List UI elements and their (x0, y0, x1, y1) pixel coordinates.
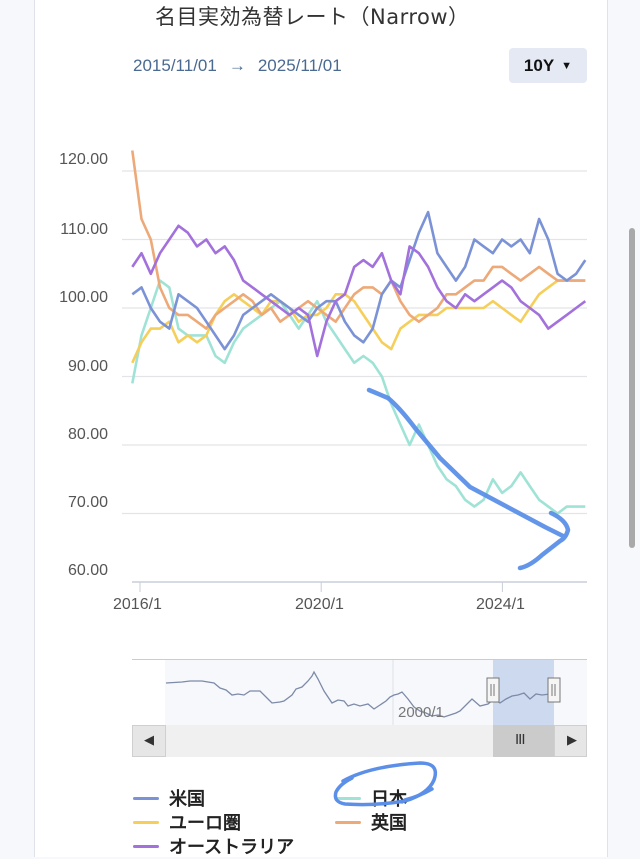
annotation-arrow (366, 387, 571, 571)
period-label: 10Y (523, 55, 555, 75)
legend-swatch-uk (335, 820, 361, 824)
legend-item-us[interactable]: 米国 (133, 785, 205, 811)
series-line-uk (131, 150, 586, 330)
series-line-eu (131, 279, 586, 364)
range-start[interactable]: 2015/11/01 (133, 56, 217, 75)
period-selector-button[interactable]: 10Y ▼ (509, 48, 587, 83)
legend-label: ユーロ圏 (169, 813, 241, 834)
legend-label: オーストラリア (169, 837, 295, 858)
legend-label: 英国 (371, 813, 407, 834)
navigator-chart: 2000/1 (132, 659, 587, 757)
y-tick-label: 90.00 (67, 358, 108, 375)
navigator-left-handle[interactable] (486, 677, 500, 703)
series-line-au (131, 224, 587, 358)
x-tick-label: 2020/1 (295, 596, 344, 613)
legend-item-jp[interactable]: 日本 (335, 785, 407, 811)
y-tick-label: 120.00 (59, 151, 108, 168)
scroll-left-arrow-icon[interactable]: ◀ (144, 732, 154, 747)
date-range: 2015/11/01 → 2025/11/01 (133, 56, 342, 76)
legend-item-au[interactable]: オーストラリア (133, 833, 294, 859)
y-tick-label: 80.00 (67, 426, 108, 443)
navigator-scroll-left-button[interactable] (132, 725, 166, 757)
scroll-grip-icon[interactable]: III (515, 731, 525, 748)
y-tick-label: 100.00 (59, 289, 108, 306)
legend-swatch-au (133, 844, 159, 848)
navigator-year-label: 2000/1 (398, 704, 444, 721)
x-tick-label: 2016/1 (113, 596, 162, 613)
y-tick-label: 60.00 (67, 562, 108, 579)
legend-swatch-us (133, 796, 159, 800)
page-scrollbar[interactable] (629, 228, 635, 548)
legend-item-eu[interactable]: ユーロ圏 (133, 809, 241, 835)
x-tick-label: 2024/1 (476, 596, 525, 613)
navigator-scroll-right-button[interactable] (554, 725, 587, 757)
series-lines (131, 150, 587, 515)
navigator-scrollbar-thumb[interactable] (493, 725, 554, 757)
legend-label: 米国 (169, 789, 205, 810)
chart-title: 名目実効為替レート（Narrow） (155, 5, 470, 29)
legend-swatch-jp (335, 796, 361, 800)
series-line-us (131, 210, 587, 351)
caret-down-icon: ▼ (561, 59, 573, 72)
y-tick-label: 110.00 (60, 221, 108, 238)
navigator-right-handle[interactable] (547, 677, 561, 703)
series-line-jp (131, 279, 586, 515)
y-tick-label: 70.00 (67, 494, 108, 511)
range-navigator[interactable]: 2000/1 ◀ ▶ III (132, 659, 587, 757)
legend-swatch-eu (133, 820, 159, 824)
legend-label: 日本 (371, 789, 407, 810)
legend-item-uk[interactable]: 英国 (335, 809, 407, 835)
range-end[interactable]: 2025/11/01 (257, 56, 342, 75)
range-arrow-icon: → (228, 56, 246, 75)
scroll-right-arrow-icon[interactable]: ▶ (567, 732, 577, 747)
gridlines (122, 170, 587, 592)
